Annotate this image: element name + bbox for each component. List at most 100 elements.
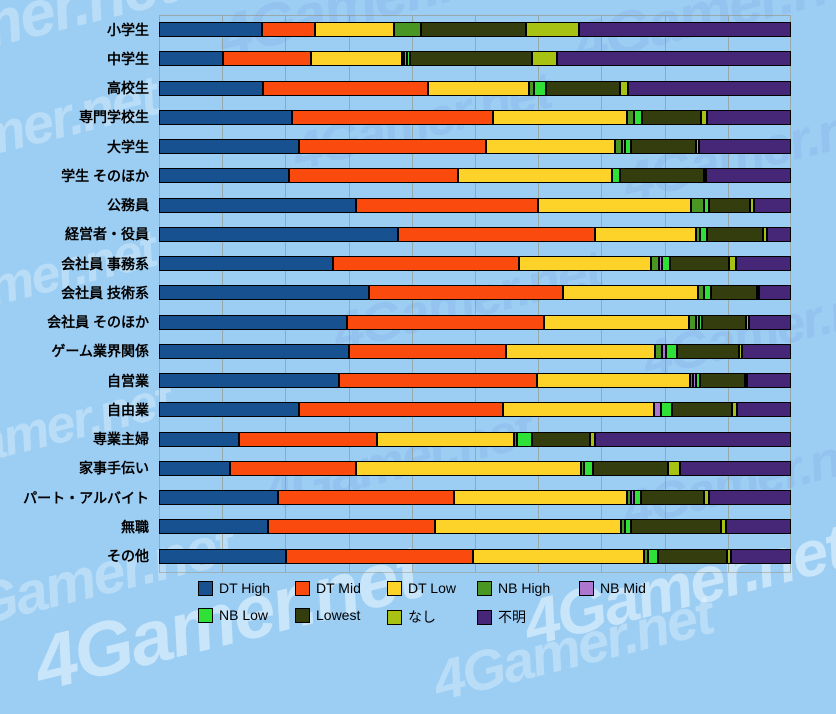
bar-row: 自営業 [0, 366, 836, 395]
bar-chart: 小学生 中学生 高校生 専門学校生 大学生 学生 そのほか 公務員 経営者・役員 会社員 事務系… [0, 15, 836, 571]
bar-track [159, 226, 791, 242]
bar-segment-dt-mid [332, 256, 519, 272]
bar-row: 会社員 技術系 [0, 278, 836, 307]
bar-track [159, 80, 791, 96]
bar-segment-dt-low [502, 402, 655, 418]
bar-segment-なし [756, 285, 760, 301]
bar-row: 学生 そのほか [0, 161, 836, 190]
bar-segment-dt-mid [291, 109, 494, 125]
legend-label: NB Low [219, 607, 269, 623]
bar-segment-nb-low [612, 168, 620, 184]
bar-segment-dt-mid [299, 402, 503, 418]
bar-segment-なし [695, 139, 700, 155]
legend-label: Lowest [316, 607, 361, 623]
bar-segment-lowest [670, 256, 729, 272]
bar-track [159, 314, 791, 330]
bar-segment-dt-mid [239, 431, 378, 447]
bar-segment-なし [620, 80, 628, 96]
bar-track [159, 168, 791, 184]
bar-segment-nb-mid [662, 343, 666, 359]
bar-segment-不明 [753, 197, 791, 213]
bar-segment-不明 [706, 109, 791, 125]
bar-segment-lowest [657, 548, 728, 564]
category-label: 会社員 技術系 [61, 284, 149, 301]
legend-swatch [198, 607, 213, 623]
bar-segment-nb-low [534, 80, 547, 96]
legend-swatch [295, 607, 310, 623]
legend-swatch [295, 580, 310, 596]
bar-row: 大学生 [0, 132, 836, 161]
legend-item: なし [387, 607, 436, 627]
legend-item: DT Low [387, 580, 456, 596]
bar-segment-dt-mid [289, 168, 458, 184]
bar-segment-lowest [699, 373, 745, 389]
bar-segment-dt-low [536, 373, 690, 389]
bar-segment-lowest [531, 431, 590, 447]
category-label: 専門学校生 [79, 109, 149, 126]
bar-segment-lowest [676, 343, 740, 359]
bar-segment-nb-high [580, 460, 584, 476]
bar-segment-nb-mid [654, 402, 661, 418]
bar-segment-nb-low [660, 402, 672, 418]
bar-segment-dt-high [159, 460, 230, 476]
bar-segment-lowest [592, 460, 669, 476]
bar-row: 中学生 [0, 44, 836, 73]
bar-segment-なし [526, 22, 580, 38]
category-label: その他 [107, 548, 149, 565]
legend-label: NB Mid [600, 580, 646, 596]
bar-segment-dt-mid [262, 80, 428, 96]
bar-track [159, 51, 791, 67]
bar-segment-dt-high [159, 226, 398, 242]
bar-segment-dt-low [377, 431, 514, 447]
category-label: 学生 そのほか [61, 167, 149, 184]
legend-item: NB Low [198, 607, 268, 623]
bar-segment-nb-low [624, 139, 632, 155]
bar-segment-lowest [708, 197, 750, 213]
bar-segment-dt-high [159, 314, 348, 330]
bar-segment-nb-low [704, 197, 709, 213]
bar-segment-nb-high [644, 548, 648, 564]
bar-segment-不明 [736, 402, 791, 418]
bar-segment-不明 [595, 431, 791, 447]
bar-segment-dt-high [159, 343, 349, 359]
bar-row: 高校生 [0, 74, 836, 103]
legend-item: NB Mid [579, 580, 646, 596]
bar-segment-なし [721, 519, 726, 535]
bar-segment-dt-low [493, 109, 627, 125]
bar-segment-不明 [699, 139, 791, 155]
category-label: ゲーム業界関係 [51, 343, 149, 360]
bar-segment-nb-low [517, 431, 532, 447]
bar-segment-nb-high [401, 51, 405, 67]
bar-track [159, 373, 791, 389]
category-label: 高校生 [107, 80, 149, 97]
bar-row: パート・アルバイト [0, 483, 836, 512]
bar-segment-なし [739, 343, 742, 359]
bar-segment-不明 [706, 168, 791, 184]
bar-track [159, 490, 791, 506]
bar-segment-nb-low [699, 226, 707, 242]
bar-segment-nb-low [406, 51, 411, 67]
bar-segment-nb-low [696, 373, 700, 389]
bar-segment-不明 [680, 460, 791, 476]
bar-track [159, 460, 791, 476]
bar-segment-nb-high [689, 373, 694, 389]
bar-segment-nb-mid [404, 51, 407, 67]
watermark-text: 4Gamer.net [426, 582, 719, 713]
bar-segment-なし [703, 490, 709, 506]
legend-item: NB High [477, 580, 550, 596]
bar-segment-不明 [557, 51, 791, 67]
bar-segment-dt-mid [286, 548, 474, 564]
bar-segment-なし [729, 256, 736, 272]
bar-segment-nb-low [647, 548, 658, 564]
bar-segment-dt-mid [268, 519, 436, 535]
bar-segment-不明 [708, 490, 791, 506]
bar-segment-nb-high [691, 197, 705, 213]
bar-segment-なし [703, 168, 707, 184]
bar-segment-なし [668, 460, 681, 476]
legend-label: DT Mid [316, 580, 361, 596]
bar-row: 公務員 [0, 191, 836, 220]
bar-segment-nb-low [665, 343, 677, 359]
bar-track [159, 402, 791, 418]
bar-track [159, 197, 791, 213]
bar-segment-不明 [730, 548, 791, 564]
